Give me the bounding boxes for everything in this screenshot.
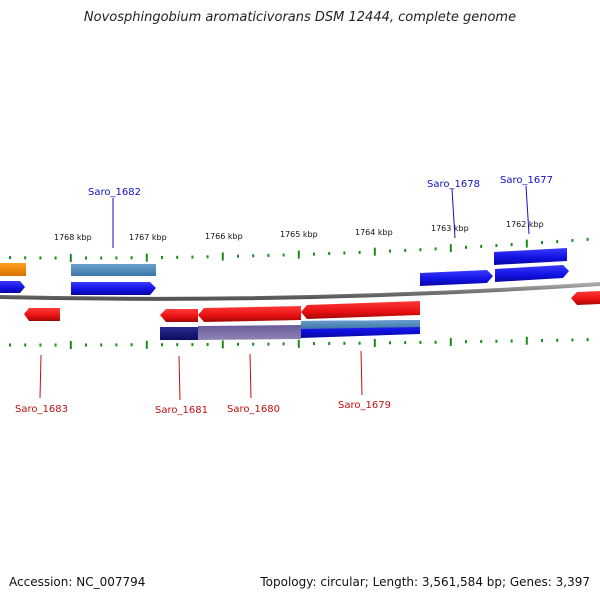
gene-label[interactable]: Saro_1679 xyxy=(338,400,391,411)
gene-arrow-saro-1678[interactable] xyxy=(420,270,493,286)
gene-arrow-reverse[interactable] xyxy=(571,291,600,305)
gene-label[interactable]: Saro_1682 xyxy=(88,187,141,198)
callout-line xyxy=(39,354,42,399)
gene-arrow-forward[interactable] xyxy=(71,282,156,295)
gene-arrow-saro-1677[interactable] xyxy=(494,248,567,265)
callout-line xyxy=(525,185,530,235)
tick-label: 1768 kbp xyxy=(54,233,92,242)
forward-genes xyxy=(0,248,569,295)
gene-arrow-forward[interactable] xyxy=(198,325,301,340)
callout-line xyxy=(178,355,181,401)
tick-label: 1765 kbp xyxy=(280,230,318,239)
gene-arrow-forward[interactable] xyxy=(495,265,569,282)
gene-arrow-saro-1679[interactable] xyxy=(301,301,420,319)
gene-arrow-saro-1683[interactable] xyxy=(24,308,60,321)
scale-labels: 1768 kbp 1767 kbp 1766 kbp 1765 kbp 1764… xyxy=(54,220,544,242)
genome-backbone xyxy=(0,282,600,301)
scale-ticks-bottom xyxy=(9,336,589,349)
callout-line xyxy=(451,188,456,239)
map-title: Novosphingobium aromaticivorans DSM 1244… xyxy=(83,10,517,25)
reverse-genes xyxy=(24,291,600,340)
accession-text: Accession: NC_007794 xyxy=(9,575,146,589)
gene-labels: Saro_1682 Saro_1678 Saro_1677 Saro_1683 … xyxy=(15,175,553,416)
gene-arrow-saro-1682[interactable] xyxy=(71,264,156,276)
gene-arrow-rna[interactable] xyxy=(0,263,26,276)
tick-label: 1762 kbp xyxy=(506,220,544,229)
tick-label: 1763 kbp xyxy=(431,224,469,233)
callout-line xyxy=(249,353,252,399)
tick-label: 1767 kbp xyxy=(129,233,167,242)
gene-arrow-forward[interactable] xyxy=(160,327,198,340)
topology-text: Topology: circular; Length: 3,561,584 bp… xyxy=(260,575,590,589)
gene-arrow-saro-1680[interactable] xyxy=(198,306,301,322)
gene-arrow-saro-1681[interactable] xyxy=(160,309,198,322)
tick-label: 1764 kbp xyxy=(355,228,393,237)
scale-ticks-top xyxy=(9,237,589,262)
callout-lines xyxy=(39,185,530,401)
gene-label[interactable]: Saro_1683 xyxy=(15,404,68,415)
gene-label[interactable]: Saro_1677 xyxy=(500,175,553,186)
tick-label: 1766 kbp xyxy=(205,232,243,241)
gene-arrow-highlight[interactable] xyxy=(301,320,420,329)
gene-label[interactable]: Saro_1681 xyxy=(155,405,208,416)
callout-line xyxy=(360,350,363,396)
gene-label[interactable]: Saro_1678 xyxy=(427,179,480,190)
gene-label[interactable]: Saro_1680 xyxy=(227,404,280,415)
gene-arrow-forward[interactable] xyxy=(0,281,25,293)
